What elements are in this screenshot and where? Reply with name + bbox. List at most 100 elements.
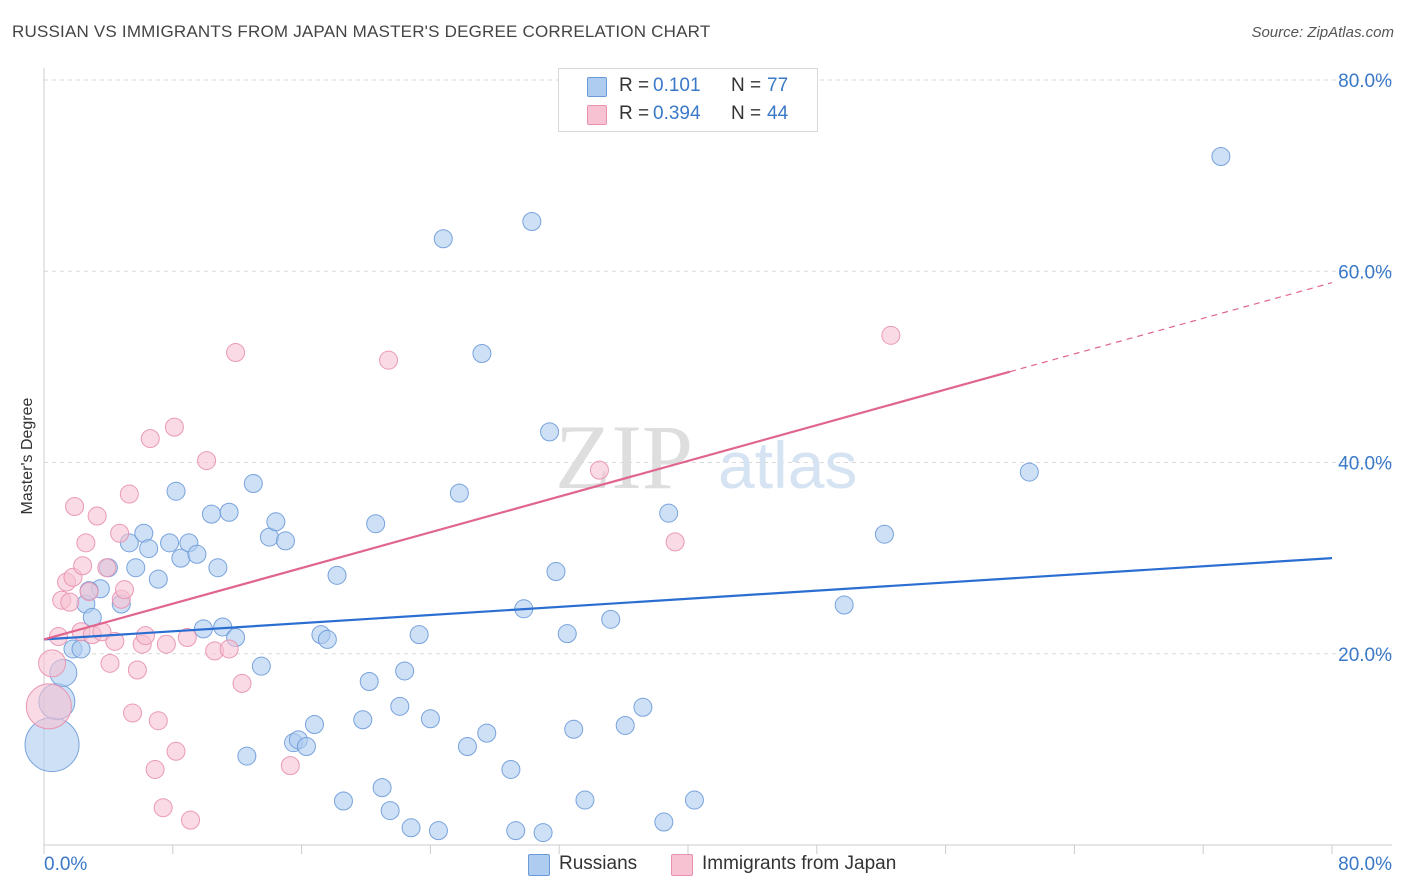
japan-point <box>73 556 93 576</box>
trend-lines <box>43 282 1333 641</box>
japan-point <box>65 496 85 516</box>
source-label: Source: ZipAtlas.com <box>1251 24 1394 41</box>
russians-point <box>409 625 429 645</box>
russians-point <box>201 504 221 524</box>
russians-r-label: R = <box>619 75 650 96</box>
russians-point <box>874 524 894 544</box>
russians-point <box>208 558 228 578</box>
russians-point <box>304 715 324 735</box>
russians-n-value: 77 <box>767 75 789 96</box>
russians-points <box>24 147 1231 843</box>
russians-swatch <box>587 77 607 97</box>
japan-point <box>110 523 130 543</box>
russians-point <box>366 514 386 534</box>
x-tick-label: 0.0% <box>44 854 87 875</box>
y-tick-label: 40.0% <box>1338 454 1392 475</box>
japan-point <box>87 506 107 526</box>
japan-point <box>226 343 246 363</box>
russians-point <box>501 759 521 779</box>
japan-point <box>97 558 117 578</box>
russians-point <box>359 671 379 691</box>
japan-point <box>25 683 72 730</box>
russians-point <box>540 422 560 442</box>
russians-point <box>506 821 526 841</box>
russians-point <box>251 656 271 676</box>
x-tick-label: 80.0% <box>1338 854 1392 875</box>
japan-point <box>232 673 252 693</box>
russians-point <box>449 483 469 503</box>
japan-point <box>881 325 901 345</box>
russians-point <box>317 629 337 649</box>
russians-point <box>395 661 415 681</box>
russians-point <box>428 821 448 841</box>
russians-point <box>390 696 410 716</box>
russians-point <box>601 609 621 629</box>
japan-point <box>119 484 139 504</box>
russians-point <box>219 502 239 522</box>
russians-point <box>266 512 286 532</box>
japan-point <box>127 660 147 680</box>
japan-point <box>177 627 197 647</box>
russians-point <box>420 709 440 729</box>
japan-n-value: 44 <box>767 103 789 124</box>
y-tick-label: 60.0% <box>1338 262 1392 283</box>
japan-swatch <box>587 105 607 125</box>
japan-trend-line <box>43 370 1011 641</box>
russians-point <box>477 723 497 743</box>
japan-point <box>148 711 168 731</box>
russians-point <box>1211 147 1231 166</box>
legend-swatch-russians <box>528 854 550 876</box>
chart-title: RUSSIAN VS IMMIGRANTS FROM JAPAN MASTER'… <box>12 22 711 41</box>
japan-point <box>280 756 300 776</box>
japan-r-label: R = <box>619 103 650 124</box>
russians-point <box>633 697 653 717</box>
russians-point <box>126 558 146 578</box>
japan-point <box>145 759 165 779</box>
russians-point <box>160 533 180 553</box>
russians-point <box>433 229 453 249</box>
russians-point <box>187 544 207 564</box>
russians-point <box>372 778 392 798</box>
russians-point <box>380 801 400 821</box>
japan-point <box>135 626 155 646</box>
russians-point <box>575 790 595 810</box>
russians-point <box>139 539 159 559</box>
russians-n-label: N = <box>731 75 762 96</box>
legend-stats: R = 0.101 N = 77 R = 0.394 N = 44 <box>558 68 818 132</box>
y-axis-label: Master's Degree <box>19 397 36 515</box>
japan-point <box>140 429 160 449</box>
russians-point <box>546 562 566 582</box>
watermark: ZIP atlas <box>555 406 857 508</box>
russians-trend-line <box>43 557 1333 641</box>
russians-point <box>564 719 584 739</box>
russians-point <box>684 790 704 810</box>
russians-point <box>296 737 316 757</box>
russians-point <box>276 531 295 551</box>
japan-point <box>76 533 96 553</box>
russians-point <box>333 791 353 811</box>
japan-n-label: N = <box>731 103 762 124</box>
russians-point <box>237 746 257 766</box>
russians-point <box>243 474 263 494</box>
russians-point <box>457 737 477 757</box>
tick-labels: 20.0% 40.0% 60.0% 80.0% 0.0% 80.0% <box>44 71 1392 875</box>
japan-points <box>25 325 901 830</box>
japan-point <box>115 580 134 600</box>
japan-trend-extension <box>1009 282 1333 373</box>
russians-point <box>615 715 635 735</box>
japan-point <box>123 703 143 723</box>
russians-point <box>148 569 168 589</box>
russians-point <box>327 565 347 585</box>
japan-point <box>166 741 186 761</box>
russians-point <box>1019 462 1039 482</box>
japan-point <box>164 417 184 437</box>
japan-point <box>379 350 399 370</box>
legend-label-russians: Russians <box>559 853 638 874</box>
russians-point <box>834 595 854 615</box>
y-tick-label: 20.0% <box>1338 645 1392 666</box>
grid-lines <box>44 79 1392 655</box>
japan-r-value: 0.394 <box>653 103 701 124</box>
japan-point <box>219 639 239 659</box>
japan-point <box>48 627 68 647</box>
